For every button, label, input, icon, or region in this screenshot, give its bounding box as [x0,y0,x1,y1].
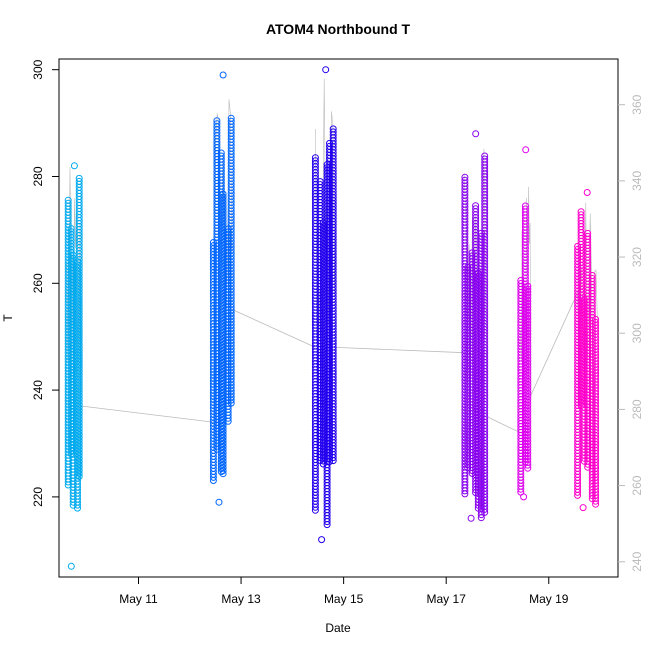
y-tick-label: 280 [31,166,45,186]
data-point [461,490,469,498]
series-5 [517,146,532,501]
x-tick-label: May 11 [119,592,158,606]
series-3 [311,66,337,544]
data-point [326,455,333,463]
data-point [461,487,469,495]
data-point [472,130,480,138]
data-point [584,463,592,471]
data-point [579,504,587,512]
series-4 [461,130,489,522]
y-right-tick-label: 300 [630,323,644,343]
data-point [209,477,217,484]
data-point [592,497,600,505]
data-point [74,504,81,512]
x-tick-label: May 19 [529,592,569,606]
data-point [481,505,489,513]
connector-line [487,416,521,434]
data-point [574,491,582,499]
data-point [522,146,530,154]
data-point [326,458,333,466]
connector-line [233,309,316,348]
connector-line [335,346,465,354]
chart-title: ATOM4 Northbound T [266,21,411,37]
data-point [75,473,83,480]
data-point [583,189,591,196]
data-point [477,514,485,522]
series-6 [574,189,600,512]
y-axis-label: T [1,314,15,322]
data-point [520,493,528,501]
data-point [318,536,326,544]
data-point [215,498,223,506]
x-axis-label: Date [325,621,351,635]
data-point [517,485,525,493]
data-point [467,514,475,522]
y-tick-label: 220 [31,487,45,507]
y-right-tick-label: 240 [630,551,644,571]
data-point [323,521,331,529]
data-point [75,470,83,477]
data-point [311,503,319,511]
series-2 [209,71,235,506]
data-point [322,66,330,74]
y-tick-label: 260 [31,273,45,293]
data-point [224,417,232,425]
y-right-tick-label: 340 [630,171,644,191]
data-point [224,414,232,422]
data-point [74,501,81,509]
x-tick-label: May 17 [427,592,467,606]
data-point [70,162,78,170]
data-point [219,71,227,79]
data-point [323,518,331,526]
x-tick-label: May 13 [221,592,261,606]
y-axis-left: 220 240 260 280 300 [31,59,59,507]
data-point [67,562,75,570]
y-right-tick-label: 260 [630,475,644,495]
data-point [329,457,337,465]
connector-line [530,293,578,396]
data-point [227,396,235,404]
y-tick-label: 240 [31,380,45,400]
data-point [524,464,532,472]
series-1 [64,162,83,570]
y-right-tick-label: 280 [630,399,644,419]
data-point [219,467,227,475]
data-point [574,488,582,496]
data-points [64,66,600,570]
data-point [592,500,600,508]
y-axis-right: 240 260 280 300 320 340 360 [618,94,644,572]
y-tick-label: 300 [31,59,45,79]
data-point [584,460,592,468]
x-tick-label: May 15 [324,592,364,606]
connector-line [82,405,213,423]
data-point [481,508,489,516]
data-point [319,460,327,468]
y-right-tick-label: 320 [630,247,644,267]
data-point [219,470,227,478]
y-right-tick-label: 360 [630,94,644,114]
x-axis: May 11 May 13 May 15 May 17 May 19 [119,576,569,606]
data-point [311,506,319,514]
data-point [524,461,532,469]
data-point [468,467,476,474]
data-point [227,399,235,407]
data-point [329,454,337,462]
data-point [209,473,217,481]
